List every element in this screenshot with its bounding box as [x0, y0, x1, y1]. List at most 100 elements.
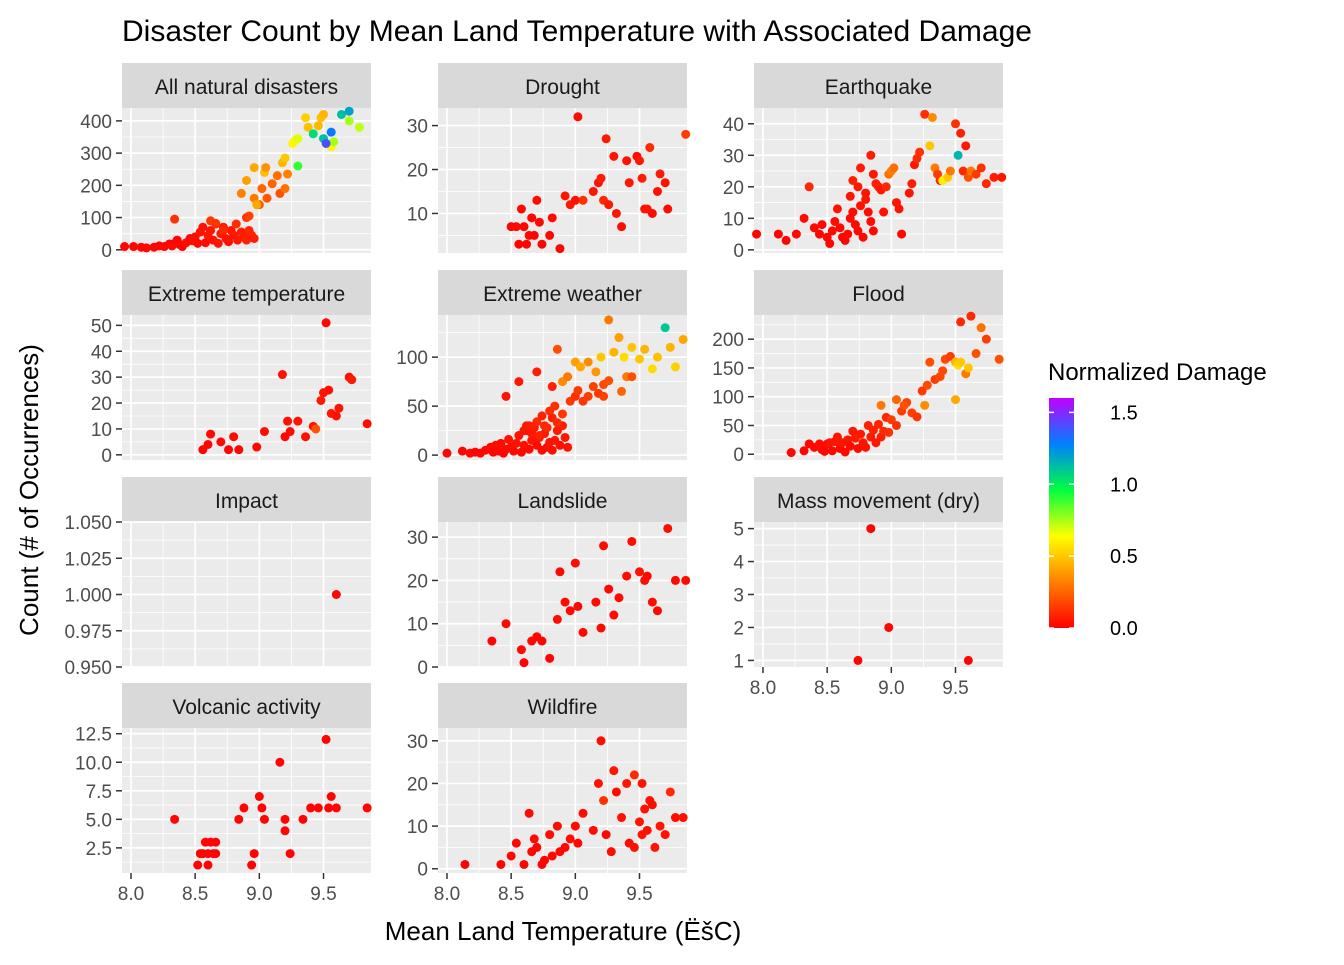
data-point	[655, 821, 665, 831]
data-point	[487, 636, 497, 646]
facet-strip-label: Impact	[215, 490, 278, 513]
data-point	[804, 182, 814, 192]
data-point	[879, 207, 889, 217]
facet-strip-label: Mass movement (dry)	[777, 490, 980, 513]
data-point	[681, 575, 691, 585]
data-point	[601, 134, 611, 144]
data-point	[876, 400, 886, 410]
facet-strip-label: Volcanic activity	[172, 696, 321, 719]
y-tick-label: 20	[407, 571, 428, 592]
legend-tick-label: 0.5	[1110, 546, 1138, 568]
scatter-points	[752, 109, 1007, 249]
facet-mass-movement-dry: Mass movement (dry) 1 2 3 4 5 8.0 8.5 9.0 9.5	[733, 477, 1003, 699]
data-point	[203, 439, 213, 449]
data-point	[891, 395, 901, 405]
y-tick-label: 150	[712, 359, 744, 380]
data-point	[611, 208, 621, 218]
data-point	[827, 226, 837, 236]
data-point	[961, 141, 971, 151]
y-tick-label: 1	[733, 651, 744, 672]
data-point	[843, 229, 853, 239]
data-point	[617, 386, 627, 396]
data-point	[663, 523, 673, 533]
data-point	[922, 380, 932, 390]
data-point	[786, 448, 796, 458]
facet-strip	[122, 63, 371, 108]
data-point	[752, 229, 762, 239]
data-point	[866, 150, 876, 160]
facet-drought: Drought 10 20 30	[407, 63, 691, 254]
data-point	[252, 200, 262, 210]
data-point	[856, 163, 866, 173]
y-tick-label: 10	[723, 209, 744, 230]
facet-strip	[438, 477, 687, 522]
data-point	[578, 627, 588, 637]
data-point	[845, 441, 855, 451]
data-point	[506, 851, 516, 861]
data-point	[660, 830, 670, 840]
y-tick-label: 100	[80, 209, 112, 230]
y-tick-label: 12.5	[75, 725, 112, 746]
facet-landslide: Landslide 0 10 20 30	[407, 477, 691, 679]
data-point	[588, 382, 598, 392]
x-tick-label: 8.0	[750, 678, 776, 699]
data-point	[272, 171, 282, 181]
data-point	[496, 438, 506, 448]
x-tick-label: 9.5	[310, 884, 336, 905]
data-point	[848, 207, 858, 217]
data-point	[547, 445, 557, 455]
facet-strip	[754, 63, 1003, 108]
data-point	[624, 178, 634, 188]
y-tick-label: 1.050	[64, 513, 112, 534]
data-point	[552, 821, 562, 831]
data-point	[347, 375, 357, 385]
data-point	[519, 222, 529, 232]
data-point	[236, 188, 246, 198]
data-point	[326, 127, 336, 137]
data-point	[457, 446, 467, 456]
scatter-points	[198, 318, 372, 455]
data-point	[642, 825, 652, 835]
data-point	[825, 239, 835, 249]
legend-title: Normalized Damage	[1048, 359, 1267, 386]
facet-strip-label: Flood	[852, 283, 905, 306]
data-point	[218, 225, 228, 235]
y-tick-label: 5	[733, 520, 744, 541]
data-point	[234, 814, 244, 824]
data-point	[971, 169, 981, 179]
y-tick-label: 3	[733, 586, 744, 607]
data-point	[319, 109, 329, 119]
data-point	[545, 230, 555, 240]
data-point	[617, 222, 627, 232]
data-point	[331, 590, 341, 599]
facet-extreme-weather: Extreme weather 0 50 100	[396, 270, 688, 467]
y-tick-label: 40	[91, 342, 112, 363]
data-point	[635, 156, 645, 166]
data-point	[552, 344, 562, 354]
data-point	[856, 201, 866, 211]
data-point	[981, 179, 991, 189]
data-point	[213, 238, 223, 248]
facet-strip-label: Earthquake	[825, 76, 932, 99]
data-point	[601, 830, 611, 840]
data-point	[573, 385, 583, 395]
data-point	[899, 400, 909, 410]
data-point	[832, 432, 842, 442]
data-point	[234, 445, 244, 455]
data-point	[678, 813, 688, 823]
data-point	[861, 188, 871, 198]
data-point	[293, 161, 303, 171]
scatter-points	[170, 734, 372, 870]
data-point	[496, 859, 506, 869]
data-point	[547, 213, 557, 223]
legend: Normalized Damage 0.0 0.5 1.0 1.5	[1048, 359, 1267, 640]
y-tick-label: 10	[407, 615, 428, 636]
data-point	[640, 344, 650, 354]
data-point	[622, 156, 632, 166]
data-point	[809, 223, 819, 233]
facet-impact: Impact 0.950 0.975 1.000 1.025 1.050	[64, 477, 371, 679]
data-point	[920, 400, 930, 410]
data-point	[247, 860, 257, 870]
y-tick-label: 200	[712, 330, 744, 351]
